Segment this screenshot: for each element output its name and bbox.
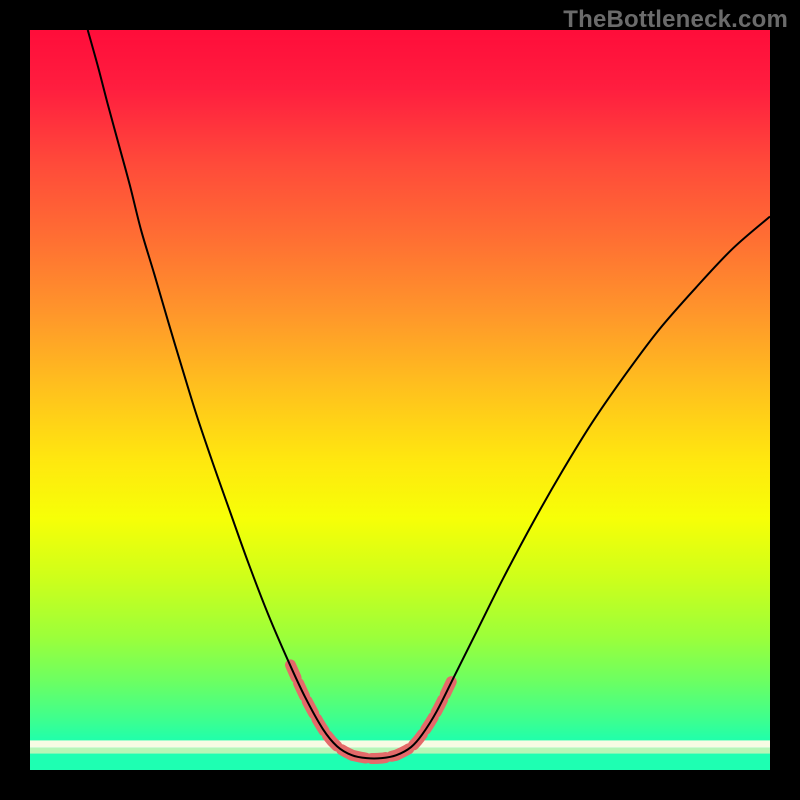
chart-container: TheBottleneck.com [0, 0, 800, 800]
bottleneck-chart [0, 0, 800, 800]
plot-area [30, 30, 770, 770]
watermark-label: TheBottleneck.com [563, 6, 788, 34]
bottom-band-0 [30, 740, 770, 747]
